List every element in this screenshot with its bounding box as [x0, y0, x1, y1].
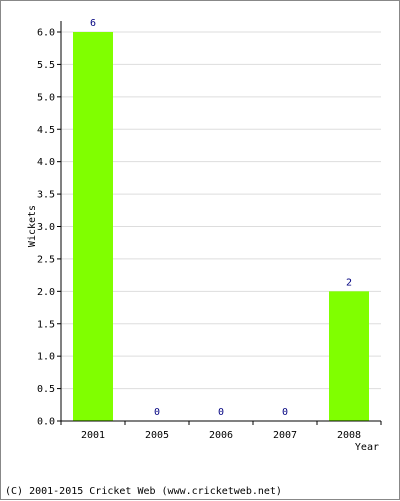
x-tick-label: 2008: [337, 430, 361, 441]
y-axis-title: Wickets: [27, 205, 38, 247]
y-tick-label: 2.0: [37, 287, 55, 298]
bar: [73, 32, 113, 421]
y-tick-label: 5.0: [37, 92, 55, 103]
gridlines: [61, 31, 381, 390]
copyright-text: (C) 2001-2015 Cricket Web (www.cricketwe…: [5, 486, 282, 497]
y-tick-label: 1.0: [37, 352, 55, 363]
x-tick-label: 2007: [273, 430, 297, 441]
y-tick-label: 4.0: [37, 157, 55, 168]
data-labels: 6 0 0 0 2: [90, 18, 352, 418]
y-tick-label: 0.5: [37, 384, 55, 395]
y-tick-label: 1.5: [37, 319, 55, 330]
x-axis-title: Year: [355, 442, 379, 453]
data-label: 6: [90, 18, 96, 29]
x-tick-label: 2005: [145, 430, 169, 441]
y-tick-label: 3.5: [37, 190, 55, 201]
y-tick-label: 3.0: [37, 222, 55, 233]
x-tick-labels: 2001 2005 2006 2007 2008: [81, 430, 361, 441]
data-label: 0: [282, 407, 288, 418]
x-tick-label: 2006: [209, 430, 233, 441]
data-label: 2: [346, 277, 352, 288]
y-tick-label: 6.0: [37, 28, 55, 39]
y-tick-label: 0.0: [37, 417, 55, 428]
y-tick-label: 2.5: [37, 254, 55, 265]
axes: [57, 21, 382, 425]
y-tick-label: 5.5: [37, 60, 55, 71]
bar: [329, 291, 369, 421]
data-label: 0: [218, 407, 224, 418]
bars: [73, 32, 369, 421]
x-tick-label: 2001: [81, 430, 105, 441]
data-label: 0: [154, 407, 160, 418]
y-tick-labels: 0.0 0.5 1.0 1.5 2.0 2.5 3.0 3.5 4.0 4.5 5.0 5.5 6.0: [37, 28, 55, 428]
y-tick-label: 4.5: [37, 125, 55, 136]
